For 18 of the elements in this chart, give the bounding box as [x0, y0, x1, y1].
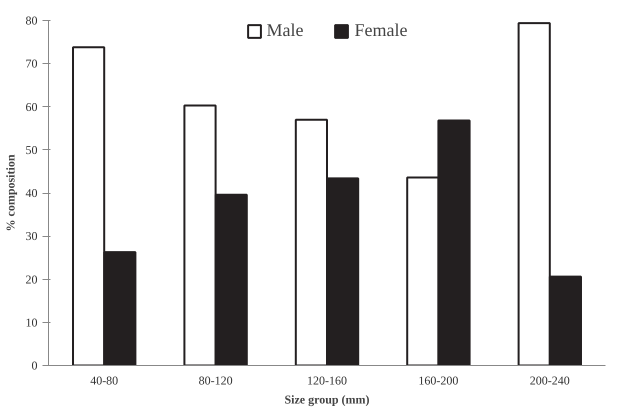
legend-label: Male — [266, 20, 304, 41]
x-tick-label: 160-200 — [418, 374, 458, 388]
y-tick-label: 70 — [26, 56, 38, 71]
y-tick-label: 80 — [26, 14, 38, 28]
y-tick-label: 20 — [26, 272, 38, 286]
y-tick-label: 40 — [26, 186, 38, 200]
y-tick-label: 30 — [26, 229, 38, 244]
x-tick-label: 40-80 — [90, 374, 118, 388]
y-tick-label: 10 — [26, 315, 38, 330]
x-tick-label: 200-240 — [530, 374, 570, 388]
legend-label: Female — [354, 20, 408, 41]
x-tick-label: 80-120 — [198, 374, 233, 388]
x-axis-title: Size group (mm) — [284, 392, 370, 406]
x-tick-label: 120-160 — [307, 374, 347, 388]
y-tick-label: 0 — [32, 358, 38, 372]
y-tick-label: 60 — [26, 100, 38, 114]
y-tick-label: 50 — [26, 142, 38, 157]
y-axis-title: % composition — [4, 154, 18, 232]
